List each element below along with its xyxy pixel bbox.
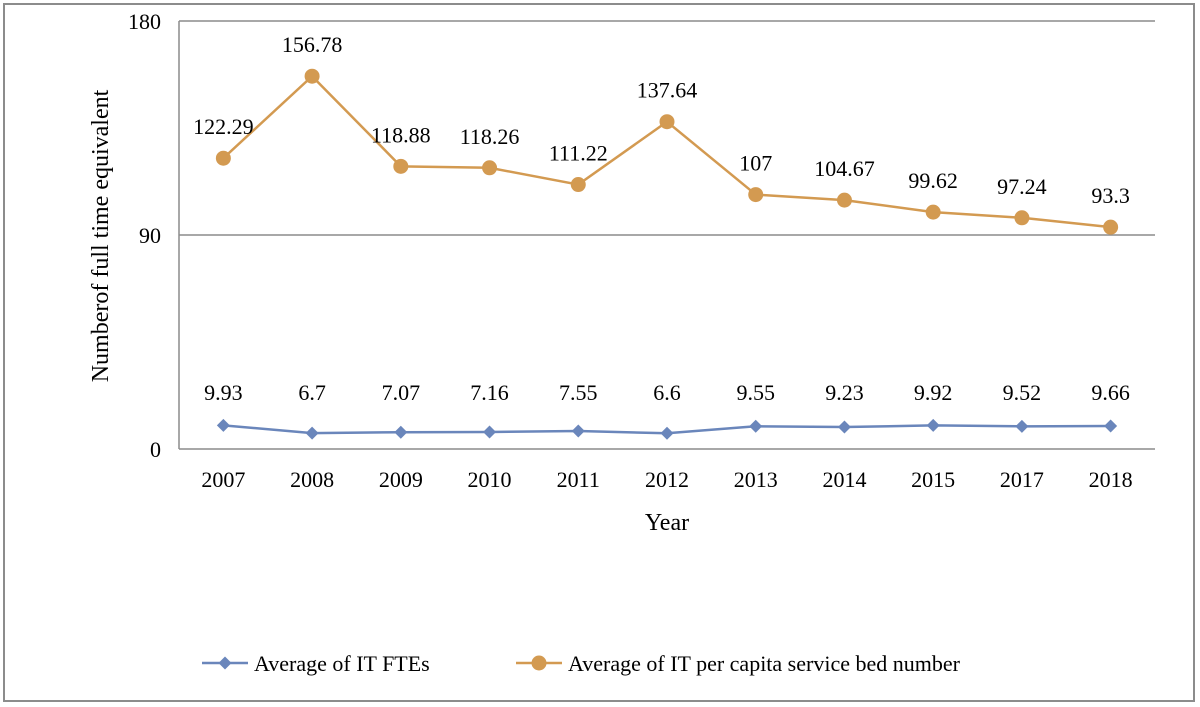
x-tick-label: 2017 [1000,467,1044,492]
data-label: 6.7 [298,380,326,405]
data-label: 122.29 [193,114,254,139]
y-tick-label: 90 [139,223,161,248]
x-tick-label: 2011 [557,467,600,492]
legend-label: Average of IT FTEs [254,651,430,676]
data-point [216,418,230,432]
data-point [748,187,764,203]
legend-label: Average of IT per capita service bed num… [568,651,961,676]
data-label: 7.55 [559,380,598,405]
x-tick-label: 2007 [201,467,245,492]
data-point [836,192,852,208]
data-point [393,158,409,174]
chart-frame [3,3,1195,702]
x-tick-label: 2012 [645,467,689,492]
legend: Average of IT FTEs Average of IT per capi… [202,651,961,676]
x-tick-label: 2018 [1089,467,1133,492]
data-label: 118.26 [460,124,520,149]
data-point [837,420,851,434]
data-label: 137.64 [637,78,698,103]
data-label: 7.07 [382,380,421,405]
data-label: 118.88 [371,122,431,147]
legend-marker [531,655,547,671]
y-tick-label: 0 [150,437,161,462]
x-tick-label: 2013 [734,467,778,492]
data-label: 7.16 [470,380,509,405]
data-label: 9.66 [1091,380,1130,405]
data-label: 6.6 [653,380,681,405]
x-tick-label: 2015 [911,467,955,492]
data-label: 9.93 [204,380,243,405]
data-point [749,419,763,433]
data-point [660,426,674,440]
data-point [305,426,319,440]
x-tick-label: 2010 [468,467,512,492]
data-point [659,114,675,130]
x-tick-label: 2014 [822,467,866,492]
data-point [926,418,940,432]
data-point [570,177,586,193]
legend-marker [218,656,232,670]
data-label: 156.78 [282,32,343,57]
data-point [1104,419,1118,433]
data-label: 9.92 [914,380,953,405]
data-label: 9.23 [825,380,864,405]
data-point [1014,210,1030,226]
data-label: 104.67 [814,156,875,181]
data-point [925,204,941,220]
data-label: 111.22 [549,141,608,166]
data-label: 99.62 [908,168,958,193]
data-point [1015,419,1029,433]
data-label: 9.52 [1003,380,1042,405]
data-point [304,68,320,84]
x-tick-label: 2008 [290,467,334,492]
data-point [215,150,231,166]
data-label: 97.24 [997,174,1047,199]
data-label: 107 [739,151,772,176]
data-label: 93.3 [1091,183,1130,208]
x-axis-title: Year [645,510,689,536]
y-axis-title: Numberof full time equivalent [88,89,114,382]
data-point [482,160,498,176]
x-tick-label: 2009 [379,467,423,492]
data-point [394,425,408,439]
data-label: 9.55 [736,380,775,405]
data-point [571,424,585,438]
data-point [1103,219,1119,235]
data-point [483,425,497,439]
y-tick-label: 180 [128,9,161,34]
